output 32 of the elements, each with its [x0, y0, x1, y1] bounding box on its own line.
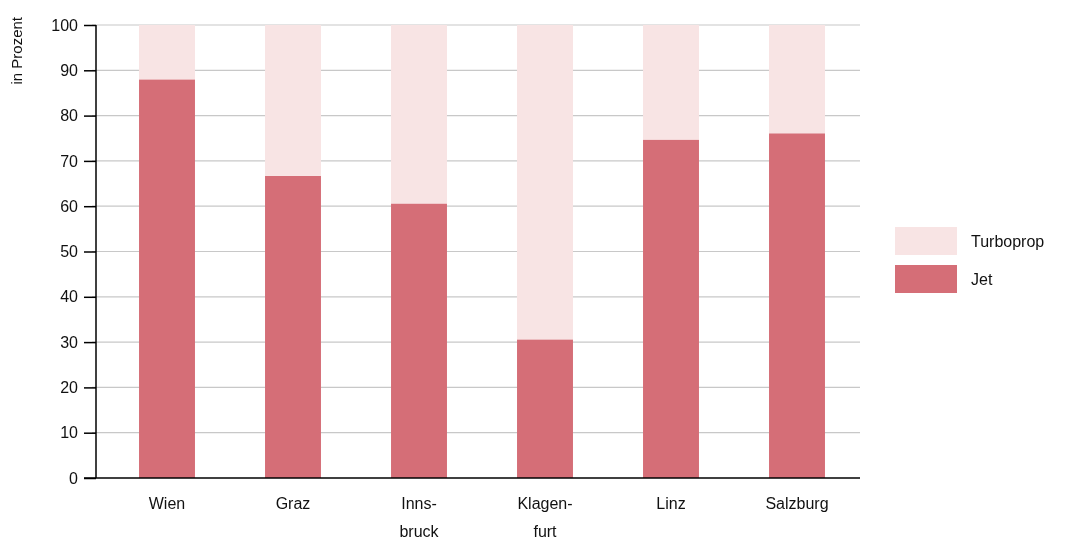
legend-label: Turboprop: [971, 233, 1045, 250]
bar: [769, 25, 825, 134]
bar: [139, 79, 195, 478]
bar: [391, 203, 447, 478]
y-tick-label: 40: [60, 288, 79, 306]
x-tick-label: Graz: [275, 495, 311, 512]
x-tick-label: Salzburg: [765, 495, 829, 512]
x-tick-label: Klagen-furt: [517, 495, 573, 540]
bar: [265, 175, 321, 478]
y-tick-label: 100: [51, 16, 79, 34]
y-tick-label: 20: [60, 379, 79, 397]
bar: [643, 25, 699, 140]
y-tick-label: 50: [60, 243, 79, 261]
y-tick-label: 10: [60, 424, 79, 442]
bar: [769, 133, 825, 478]
y-tick-label: 90: [60, 61, 79, 79]
y-tick-label: 70: [60, 152, 79, 170]
bar: [391, 25, 447, 204]
bar: [265, 25, 321, 176]
bar: [139, 25, 195, 80]
y-tick-label: 0: [69, 469, 79, 487]
x-tick-label: Linz: [656, 495, 686, 512]
y-tick-label: 80: [60, 107, 79, 125]
y-tick-label: 60: [60, 197, 79, 215]
legend-label: Jet: [971, 271, 993, 288]
y-tick-label: 30: [60, 333, 79, 351]
y-axis-title: in Prozent: [8, 16, 25, 85]
x-tick-label: Inns-bruck: [399, 495, 440, 540]
x-tick-label: Wien: [148, 495, 186, 512]
bar: [517, 25, 573, 340]
bar: [517, 339, 573, 478]
bar: [643, 139, 699, 478]
